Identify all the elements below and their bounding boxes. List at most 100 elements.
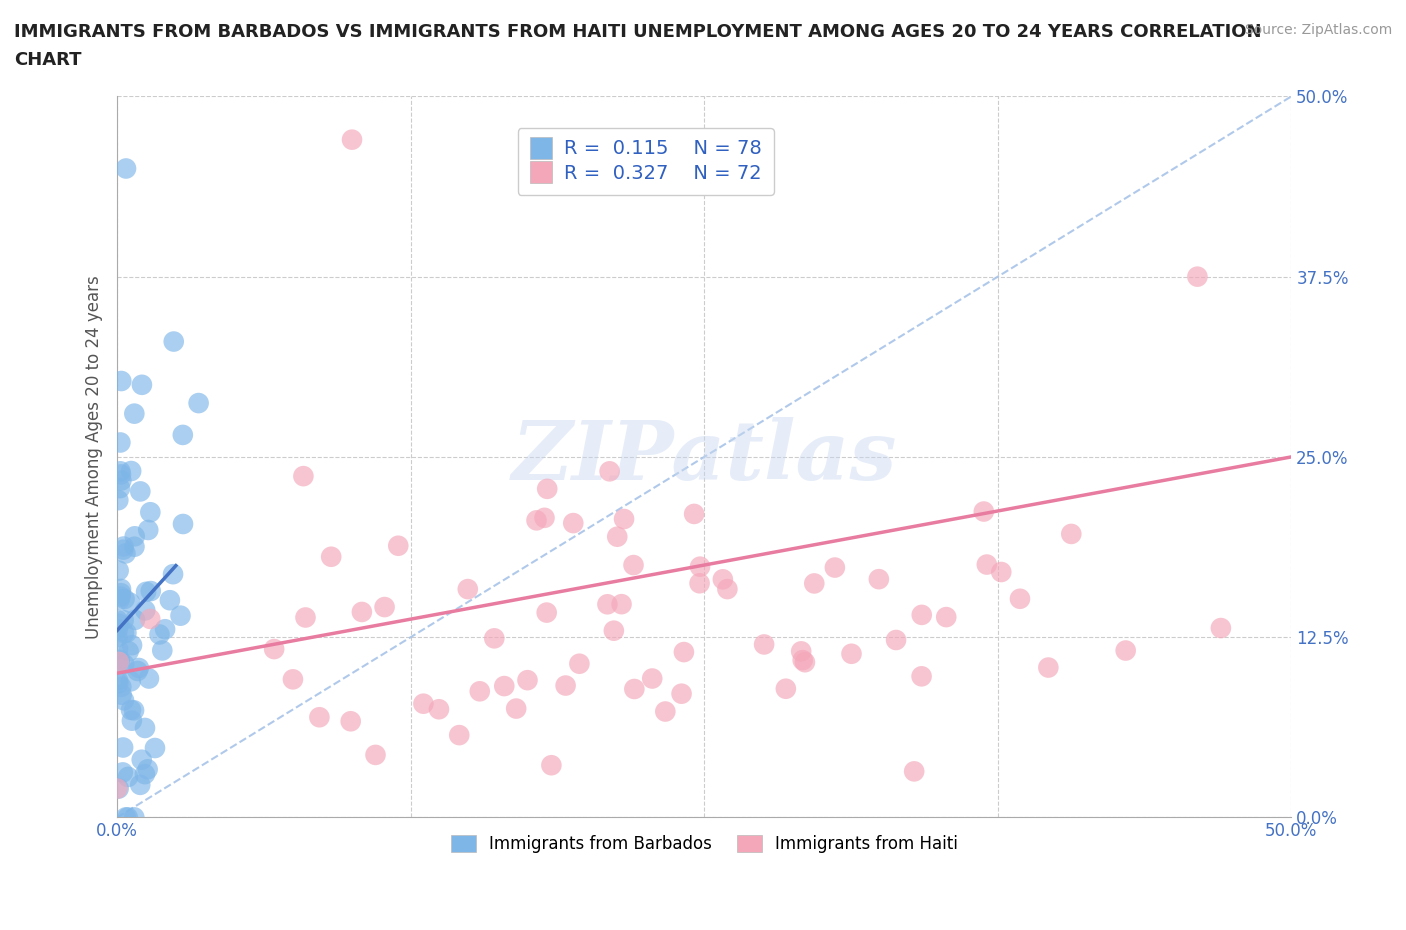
Point xyxy=(606,529,628,544)
Point xyxy=(910,669,932,684)
Point xyxy=(139,505,162,520)
Point xyxy=(540,758,562,773)
Point xyxy=(117,810,139,825)
Point xyxy=(139,612,162,627)
Point xyxy=(689,576,711,591)
Point xyxy=(120,463,142,478)
Point xyxy=(136,762,159,777)
Point xyxy=(108,653,131,668)
Point xyxy=(868,572,890,587)
Point xyxy=(112,657,135,671)
Point xyxy=(134,603,156,618)
Text: IMMIGRANTS FROM BARBADOS VS IMMIGRANTS FROM HAITI UNEMPLOYMENT AMONG AGES 20 TO : IMMIGRANTS FROM BARBADOS VS IMMIGRANTS F… xyxy=(14,23,1261,41)
Point xyxy=(350,604,373,619)
Point xyxy=(107,493,129,508)
Point xyxy=(613,512,636,526)
Point xyxy=(108,481,131,496)
Point xyxy=(536,482,558,497)
Legend: Immigrants from Barbados, Immigrants from Haiti: Immigrants from Barbados, Immigrants fro… xyxy=(444,828,965,859)
Point xyxy=(162,566,184,581)
Point xyxy=(117,644,139,658)
Point xyxy=(107,642,129,657)
Point xyxy=(120,674,142,689)
Point xyxy=(135,584,157,599)
Point xyxy=(169,608,191,623)
Point xyxy=(599,464,621,479)
Point xyxy=(884,632,907,647)
Point xyxy=(689,559,711,574)
Point xyxy=(427,702,450,717)
Point xyxy=(263,642,285,657)
Point xyxy=(108,617,131,631)
Point xyxy=(110,374,132,389)
Point xyxy=(124,406,146,421)
Point xyxy=(990,565,1012,579)
Point xyxy=(790,644,813,658)
Point xyxy=(131,378,153,392)
Point xyxy=(412,697,434,711)
Point xyxy=(114,546,136,561)
Point xyxy=(672,644,695,659)
Point xyxy=(187,395,209,410)
Point xyxy=(107,622,129,637)
Point xyxy=(134,721,156,736)
Point xyxy=(803,576,825,591)
Point xyxy=(129,484,152,498)
Point xyxy=(110,581,132,596)
Point xyxy=(114,810,136,825)
Point xyxy=(139,584,162,599)
Point xyxy=(610,597,633,612)
Point xyxy=(683,507,706,522)
Point xyxy=(468,684,491,698)
Point xyxy=(554,678,576,693)
Point xyxy=(308,710,330,724)
Point xyxy=(911,607,934,622)
Point xyxy=(110,467,132,482)
Point xyxy=(115,625,138,640)
Point xyxy=(935,610,957,625)
Point xyxy=(1209,620,1232,635)
Point xyxy=(115,161,138,176)
Point xyxy=(533,511,555,525)
Point xyxy=(136,523,159,538)
Point xyxy=(134,766,156,781)
Point xyxy=(172,516,194,531)
Point xyxy=(536,605,558,620)
Point xyxy=(110,473,132,488)
Point xyxy=(294,610,316,625)
Point xyxy=(716,581,738,596)
Point xyxy=(623,682,645,697)
Point xyxy=(108,656,131,671)
Point xyxy=(752,637,775,652)
Point xyxy=(121,638,143,653)
Point xyxy=(124,529,146,544)
Point xyxy=(112,740,135,755)
Text: CHART: CHART xyxy=(14,51,82,69)
Point xyxy=(127,663,149,678)
Point xyxy=(108,655,131,670)
Point xyxy=(1187,269,1209,284)
Point xyxy=(340,132,363,147)
Point xyxy=(516,672,538,687)
Point xyxy=(107,630,129,644)
Point xyxy=(122,703,145,718)
Point xyxy=(128,660,150,675)
Point xyxy=(117,769,139,784)
Point xyxy=(1038,660,1060,675)
Point xyxy=(110,586,132,601)
Point xyxy=(172,428,194,443)
Point xyxy=(111,687,134,702)
Point xyxy=(526,513,548,528)
Point xyxy=(641,671,664,686)
Point xyxy=(153,622,176,637)
Point xyxy=(775,682,797,697)
Point xyxy=(150,643,173,658)
Point xyxy=(824,560,846,575)
Point xyxy=(124,810,146,825)
Point xyxy=(841,646,863,661)
Point xyxy=(321,550,343,565)
Point xyxy=(129,777,152,792)
Point xyxy=(107,781,129,796)
Point xyxy=(364,748,387,763)
Point xyxy=(903,764,925,778)
